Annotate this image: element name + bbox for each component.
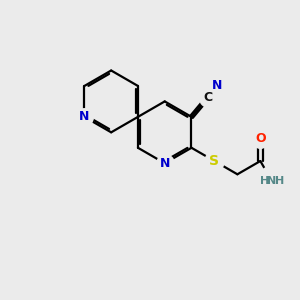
- Text: H: H: [275, 176, 284, 186]
- Text: N: N: [160, 157, 170, 170]
- Text: C: C: [203, 91, 212, 104]
- Text: S: S: [209, 154, 219, 168]
- Text: H: H: [260, 176, 269, 186]
- Text: N: N: [212, 80, 223, 92]
- Text: O: O: [255, 133, 266, 146]
- Text: N: N: [79, 110, 90, 123]
- Text: N: N: [268, 176, 277, 186]
